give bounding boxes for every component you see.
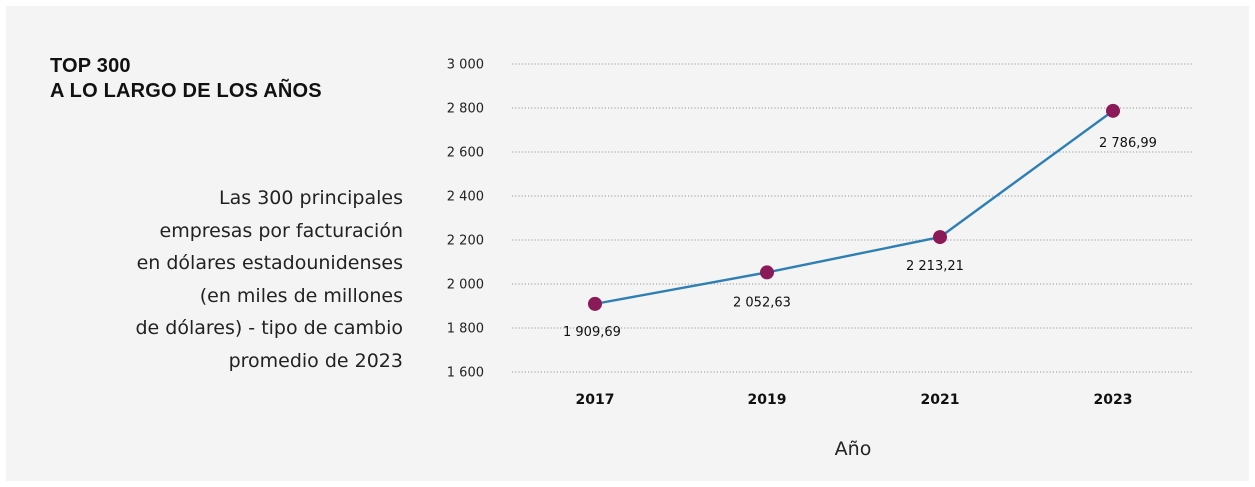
x-tick-label: 2023 [1094, 392, 1133, 408]
chart-description: Las 300 principales empresas por factura… [40, 182, 403, 377]
description-line-5: de dólares) - tipo de cambio [135, 317, 403, 339]
x-tick-label: 2021 [921, 392, 960, 408]
series-layer [588, 103, 1120, 311]
data-point [933, 230, 947, 245]
y-tick-label: 2 000 [447, 278, 484, 293]
title-line-2: A LO LARGO DE LOS AÑOS [50, 80, 322, 102]
y-tick-label: 1 800 [447, 322, 484, 337]
data-label: 2 786,99 [1099, 136, 1157, 151]
chart-panel [6, 6, 1249, 481]
x-tick-label: 2019 [748, 392, 787, 408]
chart-title: TOP 300 A LO LARGO DE LOS AÑOS [50, 54, 322, 104]
series-line [594, 109, 1114, 306]
data-point [588, 296, 602, 311]
x-axis-ticks: 2017 2019 2021 2023 [576, 392, 1133, 408]
description-line-1: Las 300 principales [219, 187, 403, 209]
x-axis-title: Año [835, 438, 872, 460]
grid-layer [512, 63, 1192, 373]
y-tick-label: 2 400 [447, 190, 484, 205]
y-tick-label: 2 600 [447, 146, 484, 161]
description-line-2: empresas por facturación [159, 219, 403, 242]
y-axis-ticks: 1 600 1 800 2 000 2 200 2 400 2 600 2 800 3 000 [447, 58, 484, 381]
data-point [1106, 103, 1120, 118]
data-label: 2 213,21 [906, 259, 964, 274]
x-tick-label: 2017 [576, 392, 615, 408]
y-tick-label: 2 800 [447, 102, 484, 117]
data-label: 2 052,63 [733, 295, 791, 310]
title-line-1: TOP 300 [50, 55, 131, 77]
description-line-4: (en miles de millones [199, 284, 403, 307]
data-label: 1 909,69 [563, 325, 621, 340]
y-tick-label: 3 000 [447, 58, 484, 73]
data-point [760, 265, 774, 280]
description-line-3: en dólares estadounidenses [136, 252, 403, 274]
y-tick-label: 1 600 [447, 366, 484, 381]
description-line-6: promedio de 2023 [228, 349, 403, 372]
y-tick-label: 2 200 [447, 234, 484, 249]
data-label-layer: 1 909,69 2 052,63 2 213,21 2 786,99 [563, 136, 1157, 340]
